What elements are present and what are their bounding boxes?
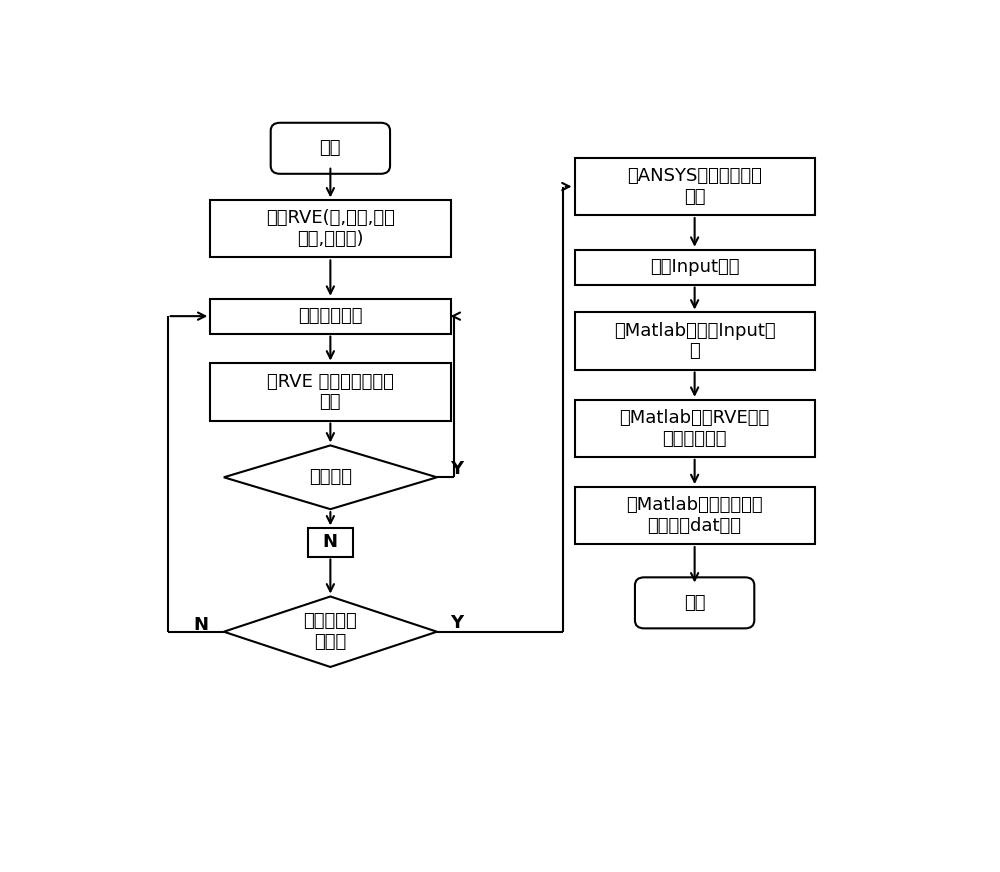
Bar [574,249,815,284]
Bar [210,299,450,334]
Text: 在Matlab中导入Input文
件: 在Matlab中导入Input文 件 [614,322,775,360]
Bar [574,487,815,544]
Bar [308,528,353,556]
Bar [574,312,815,370]
Text: 结束: 结束 [684,594,705,612]
Text: 确定RVE(如,尺寸,体积
分数,数目等): 确定RVE(如,尺寸,体积 分数,数目等) [266,209,395,249]
Text: N: N [193,616,208,634]
Text: 在Matlab里对RVE施加
位移边界条件: 在Matlab里对RVE施加 位移边界条件 [620,409,770,447]
FancyBboxPatch shape [271,123,390,174]
Text: Y: Y [450,614,463,632]
Bar [574,158,815,215]
Text: 开始: 开始 [320,140,341,157]
FancyBboxPatch shape [635,577,754,629]
Polygon shape [224,446,437,509]
Text: 在ANSYS中创建有限元
模型: 在ANSYS中创建有限元 模型 [627,167,762,206]
Text: Y: Y [450,460,463,478]
Text: 是否相交: 是否相交 [309,468,352,487]
Polygon shape [224,596,437,667]
Text: 写成Input文件: 写成Input文件 [650,258,739,276]
Text: 体积分数是
否满足: 体积分数是 否满足 [304,612,357,651]
Bar [574,399,815,457]
Bar [210,201,450,257]
Text: 在Matlab中求解系统矩
阵并写入dat文件: 在Matlab中求解系统矩 阵并写入dat文件 [626,496,763,535]
Text: N: N [323,534,338,551]
Bar [210,364,450,420]
Text: 在RVE 内随机生成球型
颗粒: 在RVE 内随机生成球型 颗粒 [267,372,394,412]
Text: 生成圆球颗粒: 生成圆球颗粒 [298,307,363,325]
